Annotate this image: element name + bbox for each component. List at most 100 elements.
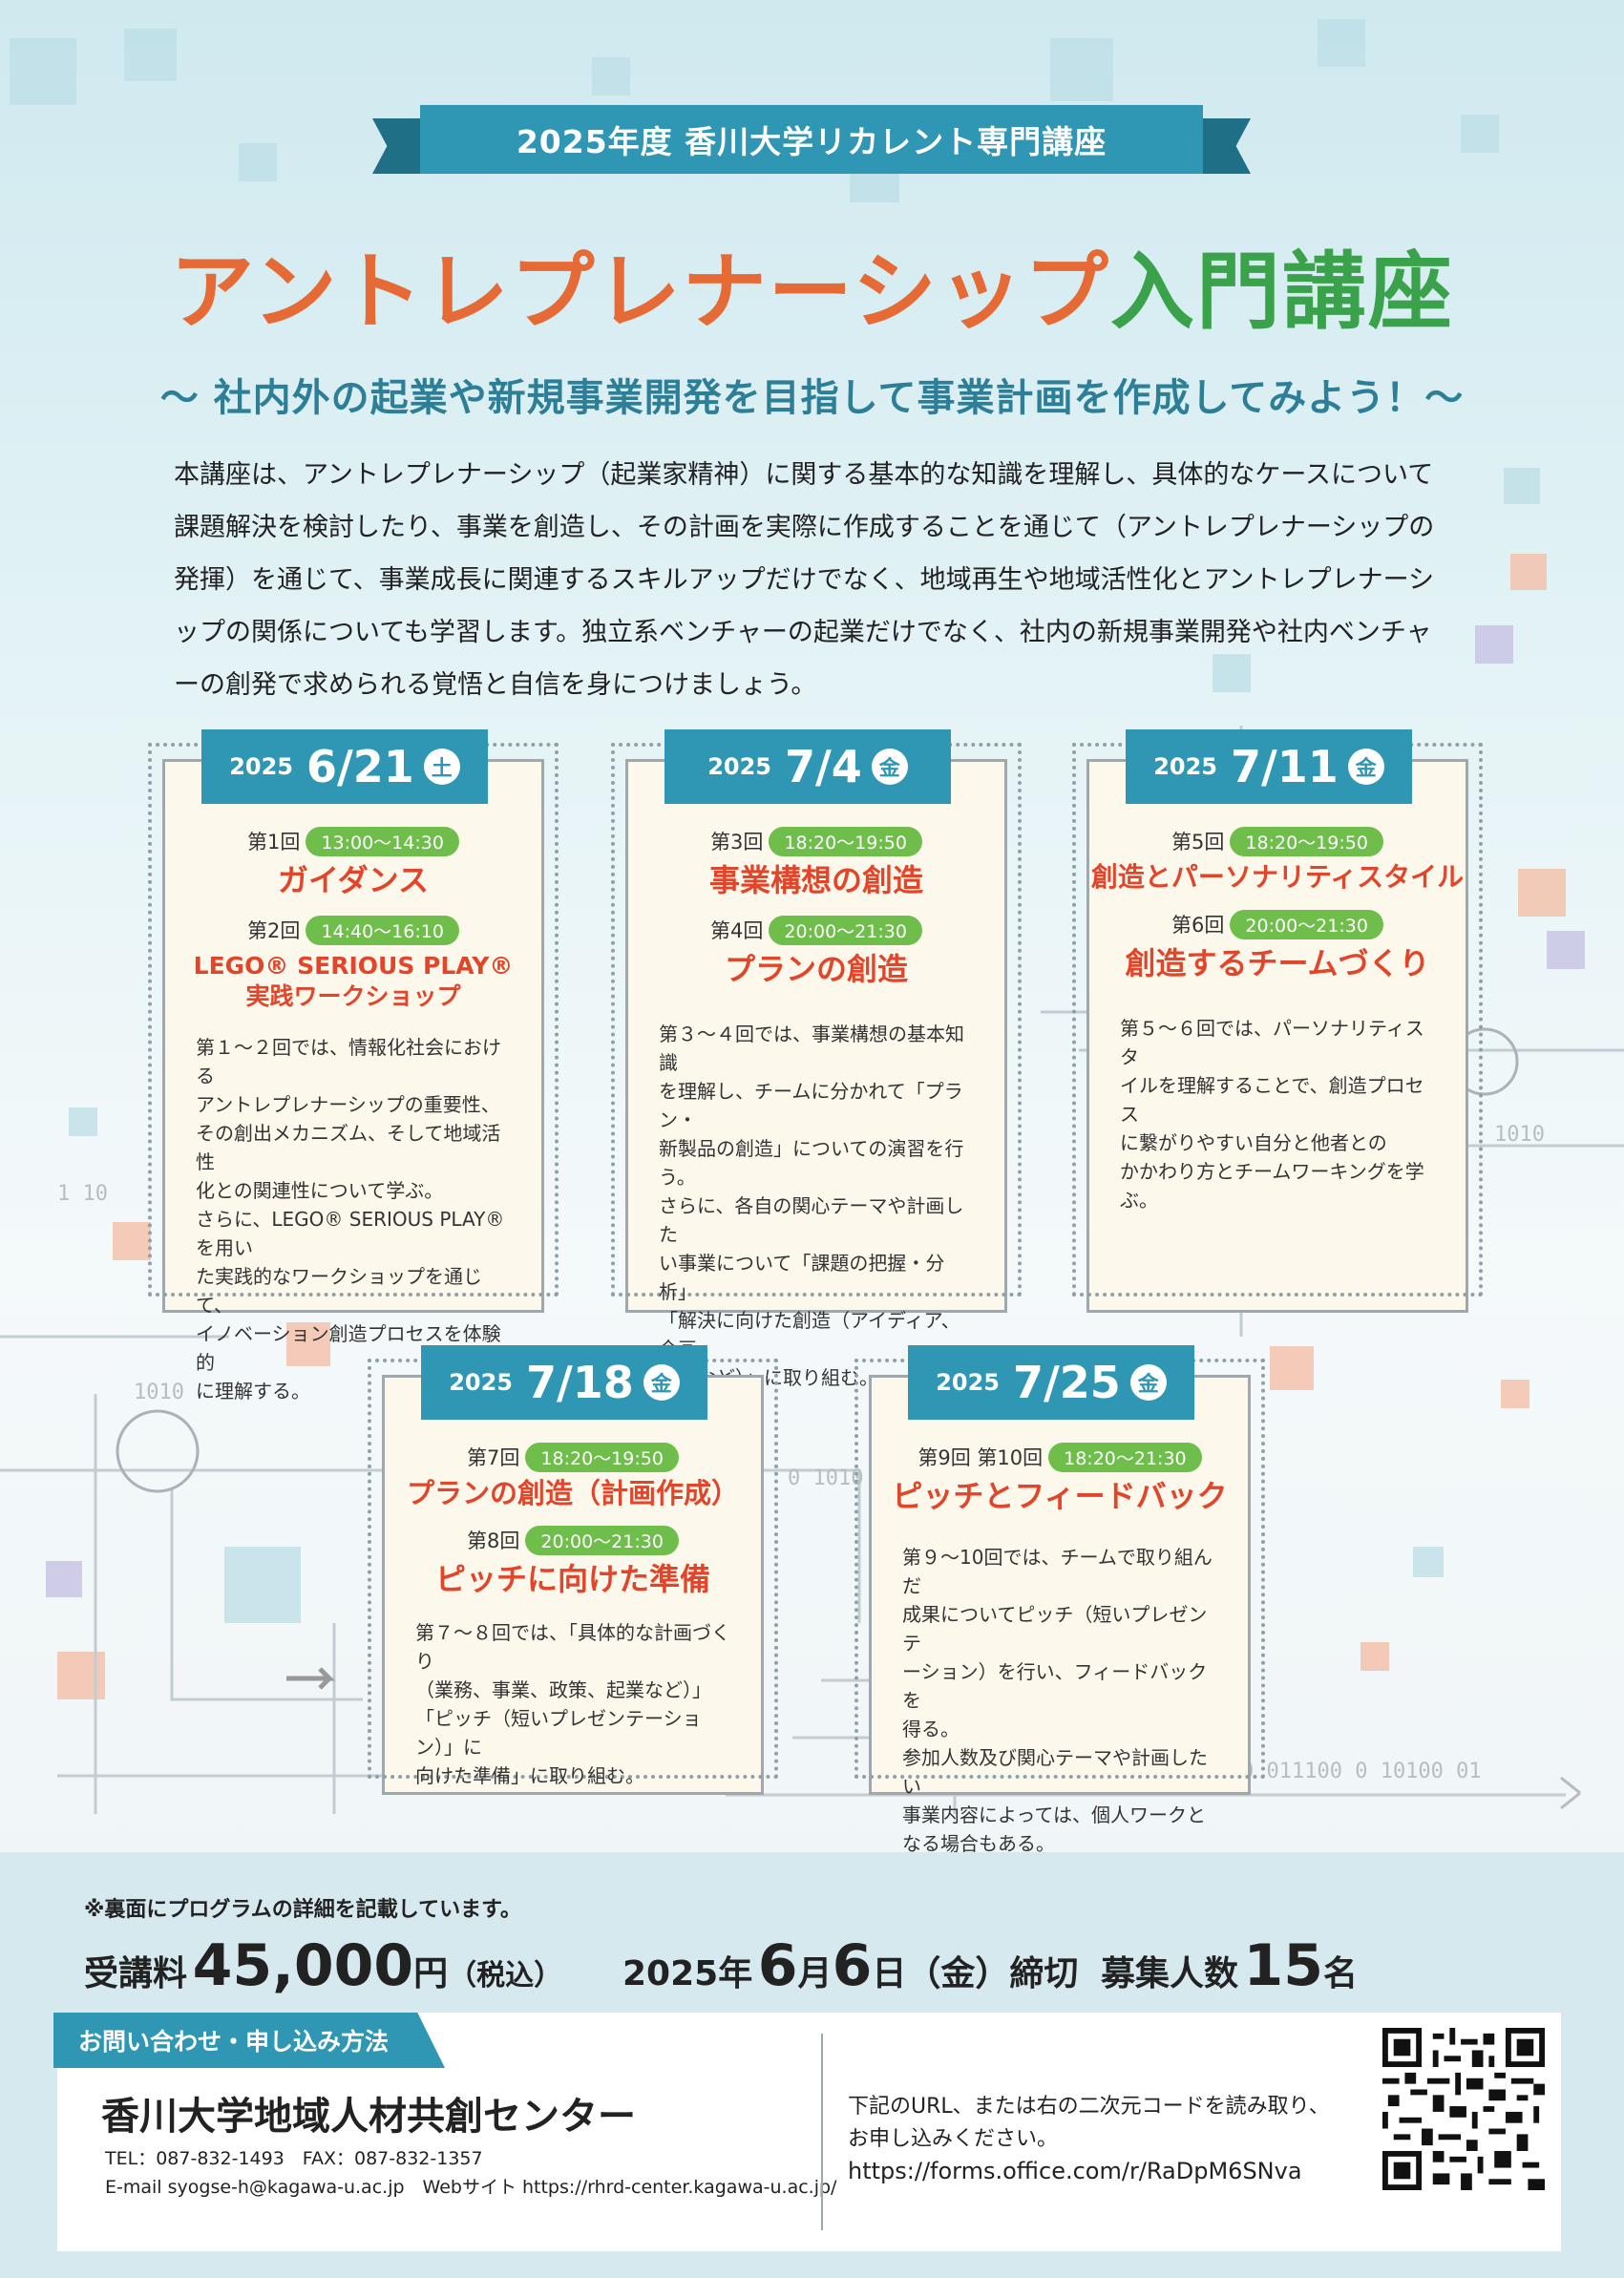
schedule-card-2: 2025 7/4 金 第3回 18:20〜19:50 事業構想の創造 第4回 20:…: [611, 729, 1022, 1389]
deadline-nen: 年: [718, 1954, 753, 1993]
session-title: 創造するチームづくり: [1125, 945, 1430, 981]
qr-code-icon[interactable]: [1382, 2028, 1545, 2190]
apply-instructions: 下記のURL、または右の二次元コードを読み取り、 お申し込みください。: [848, 2091, 1330, 2156]
date-day: 7/18: [525, 1357, 634, 1408]
intro-paragraph: 本講座は、アントレプレナーシップ（起業家精神）に関する基本的な知識を理解し、具体…: [174, 460, 1435, 700]
session-line-1: 第1回 13:00〜14:30: [165, 827, 541, 856]
fee-label: 受講料: [84, 1954, 188, 1993]
title-orange: アントレプレナーシップ: [170, 243, 1110, 341]
session-number: 第6回: [1171, 914, 1225, 937]
svg-text:1 10: 1 10: [57, 1182, 108, 1206]
date-tab: 2025 6/21 土: [201, 729, 488, 804]
date-tab: 2025 7/18 金: [421, 1345, 707, 1420]
date-weekday: 金: [1129, 1364, 1167, 1401]
schedule-card-1: 2025 6/21 土 第1回 13:00〜14:30 ガイダンス 第2回 14:4…: [148, 729, 559, 1403]
panel-divider: [821, 2034, 823, 2230]
svg-text:0 011100 0 10100 01: 0 011100 0 10100 01: [1241, 1760, 1482, 1783]
card-description: 第７〜８回では、「具体的な計画づくり （業務、事業、政策、起業など）」 「ピッチ…: [415, 1621, 730, 1787]
session-title: 事業構想の創造: [708, 862, 923, 898]
session-line-1: 第9回 第10回 18:20〜21:30: [872, 1443, 1248, 1472]
session-title: ピッチとフィードバック: [892, 1478, 1228, 1514]
session-time: 20:00〜21:30: [525, 1526, 679, 1555]
session-time: 18:20〜21:30: [1048, 1443, 1202, 1472]
date-year: 2025: [936, 1369, 1000, 1396]
session-title: プランの創造: [724, 951, 908, 987]
deadline-gatsu: 月: [797, 1954, 833, 1993]
session-time: 18:20〜19:50: [525, 1443, 679, 1472]
deadline-day: 6: [832, 1932, 873, 1999]
date-day: 6/21: [306, 741, 414, 792]
session-time: 20:00〜21:30: [1230, 910, 1383, 939]
session-title: ピッチに向けた準備: [434, 1561, 710, 1597]
session-number: 第8回: [467, 1529, 520, 1552]
session-number: 第4回: [710, 919, 764, 942]
deadline-label: 締切: [1009, 1954, 1079, 1993]
svg-text:0 1010: 0 1010: [788, 1466, 863, 1490]
svg-text:1010: 1010: [134, 1381, 184, 1404]
title-green: 入門講座: [1109, 243, 1454, 341]
fee-unit: 円: [413, 1954, 449, 1993]
date-weekday: 金: [643, 1364, 680, 1401]
fee-line: 受講料 45,000円（税込）: [84, 1932, 562, 1999]
session-number: 第2回: [247, 919, 301, 942]
contact-label: お問い合わせ・申し込み方法: [53, 2013, 445, 2068]
session-number: 第3回: [710, 831, 764, 854]
session-number: 第7回: [467, 1446, 520, 1469]
card-description: 第１〜２回では、情報化社会における アントレプレナーシップの重要性、 その創出メ…: [196, 1036, 505, 1403]
card-description: 第３〜４回では、事業構想の基本知識 を理解し、チームに分かれて「プラン・ 新製品…: [659, 1023, 964, 1389]
card-description: 第５〜６回では、パーソナリティスタ イルを理解することで、創造プロセス に繋がり…: [1120, 1017, 1424, 1212]
deadline-line: 2025年 6月6日（金）締切 募集人数 15名: [622, 1932, 1358, 1999]
session-line-1: 第5回 18:20〜19:50: [1089, 827, 1466, 856]
date-tab: 2025 7/4 金: [664, 729, 951, 804]
session-line-1: 第7回 18:20〜19:50: [385, 1443, 761, 1472]
date-day: 7/4: [784, 741, 862, 792]
date-weekday: 土: [423, 749, 460, 785]
date-year: 2025: [229, 753, 293, 780]
email-web[interactable]: E-mail syogse-h@kagawa-u.ac.jp Webサイト ht…: [105, 2177, 837, 2198]
apply-text-2: お申し込みください。: [848, 2127, 1059, 2151]
ribbon-text: 2025年度 香川大学リカレント専門講座: [420, 105, 1203, 174]
session-title: 創造とパーソナリティスタイル: [1090, 861, 1465, 893]
schedule-card-5: 2025 7/25 金 第9回 第10回 18:20〜21:30 ピッチとフィード…: [854, 1345, 1265, 1855]
header-ribbon: 2025年度 香川大学リカレント専門講座: [372, 105, 1251, 174]
organization-name: 香川大学地域人材共創センター: [101, 2095, 636, 2139]
session-number: 第9回 第10回: [917, 1446, 1044, 1469]
schedule-card-3: 2025 7/11 金 第5回 18:20〜19:50 創造とパーソナリティスタイ…: [1072, 729, 1483, 1313]
session-title: ガイダンス: [277, 862, 430, 898]
apply-text-1: 下記のURL、または右の二次元コードを読み取り、: [848, 2095, 1330, 2119]
session-line-2: 第2回 14:40〜16:10: [165, 916, 541, 945]
page-subtitle: 〜 社内外の起業や新規事業開発を目指して事業計画を作成してみよう！〜: [159, 376, 1465, 420]
session-time: 20:00〜21:30: [769, 916, 922, 945]
tel-fax: TEL：087-832-1493 FAX：087-832-1357: [105, 2148, 483, 2169]
date-weekday: 金: [1347, 749, 1384, 785]
session-line-2: 第6回 20:00〜21:30: [1089, 910, 1466, 939]
date-year: 2025: [449, 1369, 513, 1396]
deadline-weekday: （金）: [906, 1954, 1010, 1993]
date-tab: 2025 7/25 金: [908, 1345, 1194, 1420]
application-url[interactable]: https://forms.office.com/r/RaDpM6SNva: [848, 2158, 1302, 2184]
card-description: 第９〜10回では、チームで取り組んだ 成果についてピッチ（短いプレゼンテ ーショ…: [902, 1546, 1213, 1855]
back-page-note: ※裏面にプログラムの詳細を記載しています。: [84, 1898, 521, 1922]
capacity-label: 募集人数: [1100, 1954, 1238, 1993]
svg-text:1010: 1010: [1494, 1123, 1545, 1147]
contact-details: TEL：087-832-1493 FAX：087-832-1357 E-mail…: [105, 2144, 836, 2202]
session-line-2: 第8回 20:00〜21:30: [385, 1526, 761, 1555]
date-weekday: 金: [871, 749, 908, 785]
session-title: LEGO® SERIOUS PLAY® 実践ワークショップ: [193, 952, 514, 1010]
session-time: 18:20〜19:50: [1230, 827, 1383, 856]
deadline-month: 6: [757, 1932, 798, 1999]
session-number: 第1回: [247, 831, 301, 854]
date-day: 7/25: [1012, 1357, 1121, 1408]
schedule-card-4: 2025 7/18 金 第7回 18:20〜19:50 プランの創造（計画作成） …: [368, 1345, 778, 1795]
contact-panel: お問い合わせ・申し込み方法 香川大学地域人材共創センター TEL：087-832…: [53, 2013, 1561, 2251]
session-line-1: 第3回 18:20〜19:50: [628, 827, 1004, 856]
date-year: 2025: [707, 753, 771, 780]
deadline-nichi: 日: [872, 1954, 907, 1993]
fee-tax: （税込）: [448, 1959, 563, 1993]
date-tab: 2025 7/11 金: [1126, 729, 1412, 804]
page-title: アントレプレナーシップ入門講座: [0, 224, 1624, 346]
capacity-value: 15: [1243, 1932, 1324, 1999]
session-number: 第5回: [1171, 831, 1225, 854]
capacity-unit: 名: [1323, 1954, 1359, 1993]
